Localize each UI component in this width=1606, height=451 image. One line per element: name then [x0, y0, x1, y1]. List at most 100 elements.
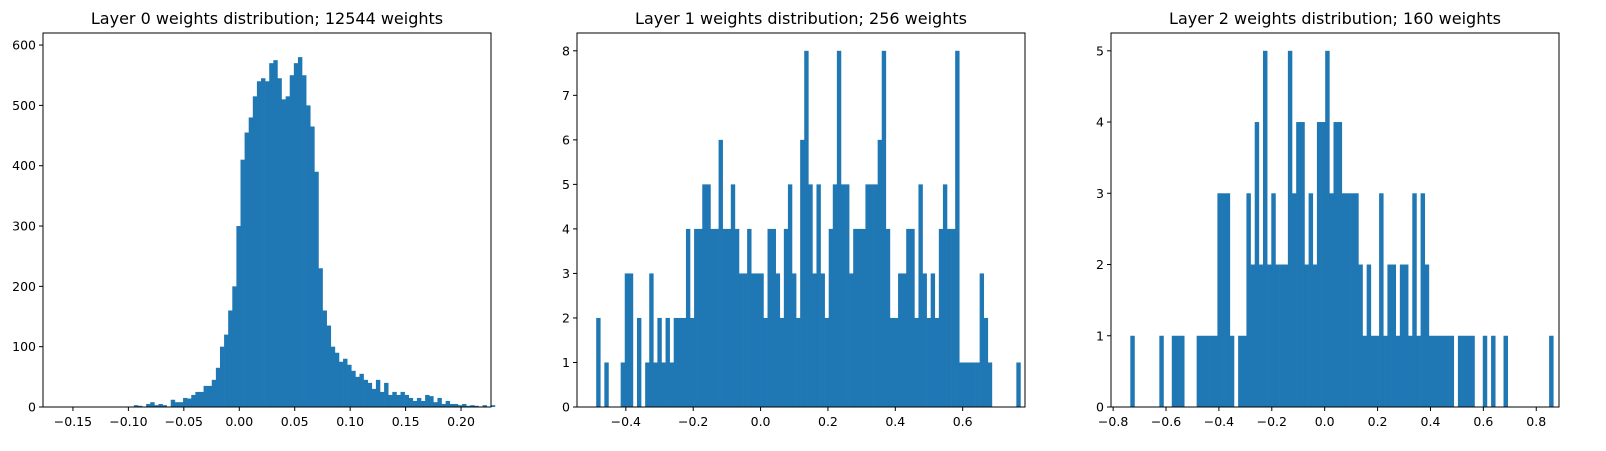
- x-tick-label: 0.8: [1526, 414, 1546, 429]
- histogram-bar: [1491, 335, 1496, 407]
- histogram-bar: [1449, 335, 1455, 407]
- y-tick-label: 6: [562, 132, 570, 147]
- histogram-bar: [755, 273, 760, 407]
- histogram-bar: [1350, 193, 1355, 407]
- histogram-bar: [457, 405, 463, 407]
- y-tick-label: 3: [562, 266, 570, 281]
- histogram-bar: [355, 376, 360, 407]
- x-tick-label: 0.0: [751, 414, 771, 429]
- histogram-bar: [433, 402, 438, 407]
- histogram-bar: [1337, 122, 1343, 408]
- histogram-bar: [726, 228, 732, 407]
- histogram-bar: [449, 403, 455, 407]
- histogram-bar: [783, 228, 789, 407]
- histogram-bar: [1258, 264, 1264, 407]
- x-tick-label: −0.10: [109, 414, 147, 429]
- histogram-bar: [281, 99, 286, 407]
- y-tick-label: 5: [562, 177, 570, 192]
- histogram-bar: [306, 105, 311, 407]
- histogram-bar: [730, 184, 736, 407]
- histogram-bar: [596, 317, 601, 407]
- axes-frame: [1110, 32, 1560, 408]
- x-tick-label: 0.00: [225, 414, 253, 429]
- histogram-bar: [714, 228, 719, 407]
- axes-frame: [42, 32, 492, 408]
- x-tick-label: 0.05: [281, 414, 309, 429]
- histogram-bar: [133, 405, 139, 407]
- histogram-bar: [665, 317, 670, 407]
- histogram-bar: [1420, 193, 1426, 407]
- histogram-bar: [947, 228, 952, 407]
- x-tick-label: −0.2: [1257, 414, 1287, 429]
- histogram-bar: [174, 402, 180, 407]
- histogram-bar: [482, 405, 487, 407]
- histogram-bar: [1130, 335, 1135, 407]
- histogram-bar: [1433, 335, 1438, 407]
- histogram-bar: [849, 273, 854, 407]
- histogram-bar: [359, 373, 364, 407]
- histogram-bar: [628, 273, 634, 407]
- y-tick-label: 500: [12, 98, 36, 113]
- histogram-bar: [771, 228, 776, 407]
- histogram-bar: [445, 400, 451, 407]
- histogram-bar: [371, 388, 377, 407]
- histogram-bar: [645, 362, 650, 407]
- histogram-bar: [314, 171, 319, 407]
- histogram-bar: [1312, 264, 1318, 407]
- histogram-bar: [416, 397, 422, 407]
- histogram-bar: [380, 391, 385, 407]
- histogram-bar: [698, 228, 703, 407]
- histogram-bar: [269, 63, 274, 407]
- y-tick-label: 300: [12, 219, 36, 234]
- histogram-bar: [971, 362, 976, 407]
- histogram-bar: [1271, 193, 1276, 407]
- histogram-bar: [408, 397, 414, 407]
- x-tick-label: −0.4: [611, 414, 641, 429]
- histogram-bar: [396, 394, 401, 407]
- histogram-bar: [252, 96, 258, 407]
- histogram-bar: [232, 286, 237, 407]
- histogram-bar: [158, 403, 163, 407]
- histogram-bar: [836, 50, 842, 408]
- histogram-bar: [893, 317, 899, 407]
- y-ticks: 0 1 2 3 4 5 6 7 8: [562, 43, 577, 415]
- x-tick-label: 0.6: [953, 414, 973, 429]
- histogram-bar: [787, 184, 793, 407]
- histogram-bar: [1213, 335, 1218, 407]
- histogram-bar: [910, 228, 915, 407]
- x-tick-label: 0.15: [392, 414, 420, 429]
- histogram-bar: [983, 317, 989, 407]
- histogram-bar: [248, 117, 254, 407]
- histogram-bar: [1549, 335, 1554, 407]
- histogram-bar: [421, 400, 426, 407]
- histogram-bar: [1362, 335, 1367, 407]
- histogram-bar: [1391, 264, 1396, 407]
- histogram-bar: [1279, 264, 1285, 407]
- histogram-bar: [873, 184, 878, 407]
- histogram-bar: [240, 159, 245, 407]
- histogram-bar: [400, 391, 405, 407]
- histogram-bar: [343, 358, 348, 407]
- histogram-bar: [930, 273, 936, 407]
- histogram-bar: [1366, 264, 1372, 407]
- histogram-bar: [236, 226, 241, 407]
- histogram-bar: [1470, 335, 1475, 407]
- histogram-bar: [1341, 193, 1347, 407]
- histogram-bar: [963, 362, 968, 407]
- histogram-bar: [1383, 335, 1388, 407]
- histogram-bar: [453, 403, 459, 407]
- histogram-bar: [694, 228, 699, 407]
- histogram-bar: [734, 228, 740, 407]
- y-tick-label: 600: [12, 38, 36, 53]
- histogram-bar: [938, 228, 944, 407]
- histogram-bar: [207, 385, 213, 407]
- histogram-bar: [853, 228, 858, 407]
- histogram-bar: [812, 273, 817, 407]
- histogram-bar: [351, 370, 356, 407]
- histogram-bar: [1209, 335, 1214, 407]
- histogram-bar: [1250, 264, 1256, 407]
- histogram-bar: [661, 362, 666, 407]
- histogram-bar: [338, 361, 344, 407]
- histogram-bar: [832, 184, 838, 407]
